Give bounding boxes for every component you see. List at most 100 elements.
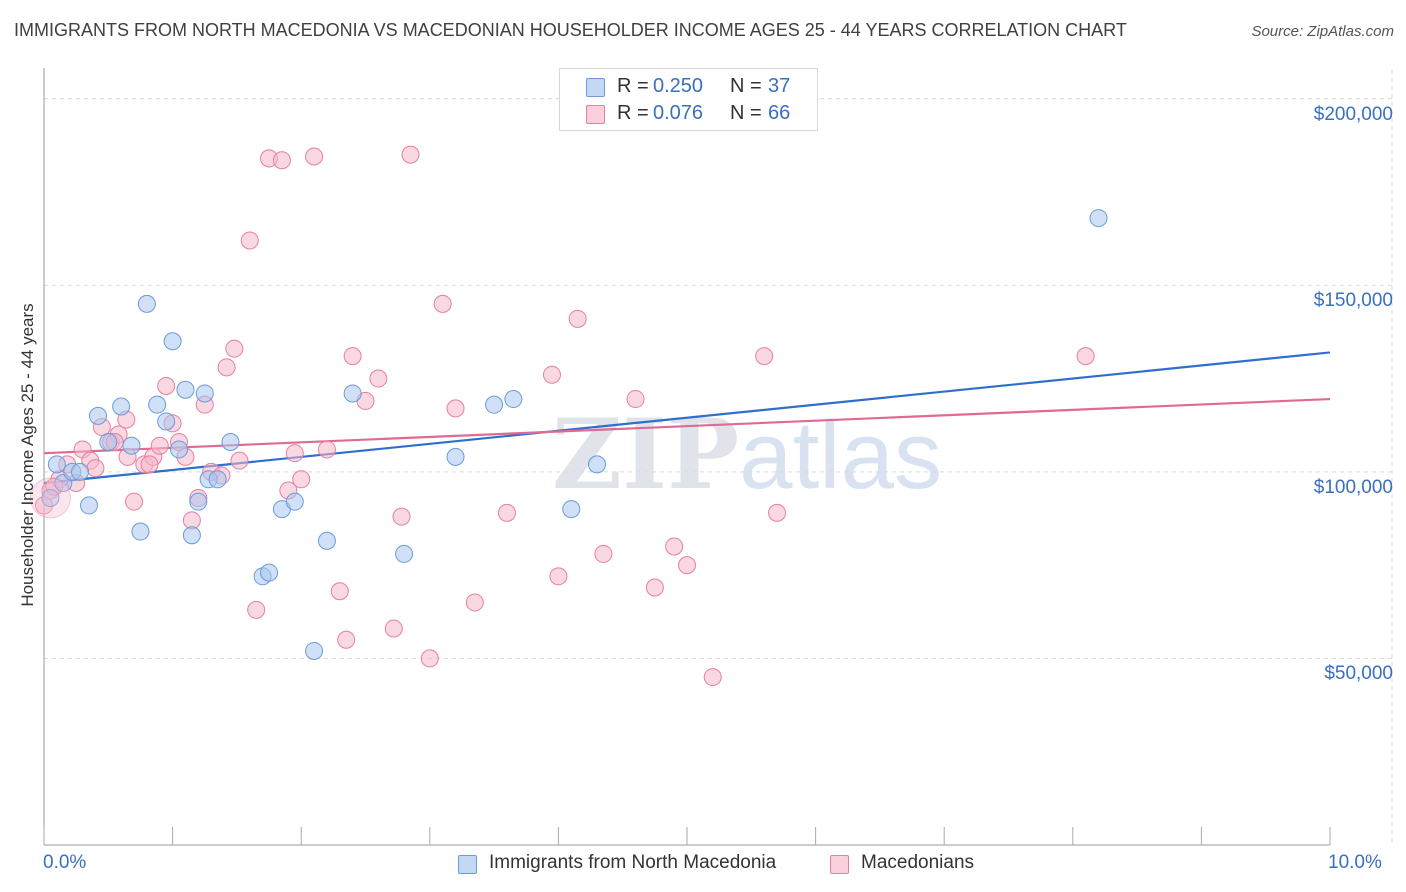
point-north-macedonia bbox=[182, 526, 201, 545]
y-tick-label: $100,000 bbox=[1313, 476, 1393, 498]
watermark: ZIPatlas bbox=[552, 398, 942, 511]
watermark-zip: ZIP bbox=[552, 398, 740, 511]
point-north-macedonia bbox=[221, 432, 240, 451]
point-north-macedonia bbox=[122, 436, 141, 455]
point-macedonians bbox=[626, 390, 645, 409]
point-macedonians bbox=[157, 377, 176, 395]
point-macedonians bbox=[497, 503, 516, 522]
point-macedonians bbox=[755, 347, 774, 366]
bottom-legend-label-series1: Immigrants from North Macedonia bbox=[489, 852, 777, 873]
point-macedonians bbox=[446, 399, 465, 418]
point-north-macedonia bbox=[170, 440, 189, 459]
point-macedonians bbox=[225, 339, 244, 358]
point-north-macedonia bbox=[131, 522, 150, 541]
legend-n-value: 66 bbox=[768, 102, 791, 124]
point-north-macedonia bbox=[112, 397, 131, 416]
legend-r-value: 0.250 bbox=[653, 75, 704, 97]
point-macedonians bbox=[678, 556, 696, 575]
point-macedonians bbox=[594, 544, 613, 563]
point-north-macedonia bbox=[395, 544, 414, 563]
point-macedonians bbox=[392, 507, 411, 526]
point-macedonians bbox=[272, 151, 291, 170]
legend-r-label: R = bbox=[617, 102, 649, 124]
point-macedonians bbox=[140, 455, 159, 474]
legend-r-value: 0.076 bbox=[653, 102, 704, 124]
point-macedonians bbox=[542, 365, 561, 384]
point-macedonians bbox=[1076, 347, 1095, 366]
chart-title: IMMIGRANTS FROM NORTH MACEDONIA VS MACED… bbox=[14, 20, 1127, 40]
point-macedonians bbox=[384, 619, 403, 638]
x-tick-label-max: 10.0% bbox=[1328, 852, 1382, 873]
point-macedonians bbox=[337, 630, 356, 649]
legend-swatch-pink bbox=[586, 105, 605, 124]
point-macedonians bbox=[305, 147, 324, 166]
point-macedonians bbox=[317, 440, 336, 459]
point-north-macedonia bbox=[504, 390, 523, 409]
point-north-macedonia bbox=[195, 384, 214, 403]
point-macedonians bbox=[665, 537, 684, 556]
point-north-macedonia bbox=[208, 470, 227, 489]
point-north-macedonia bbox=[317, 531, 336, 550]
point-north-macedonia bbox=[163, 332, 182, 351]
point-macedonians bbox=[568, 309, 587, 328]
point-north-macedonia bbox=[1089, 209, 1108, 228]
point-macedonians bbox=[292, 470, 311, 489]
point-cluster bbox=[29, 477, 71, 519]
point-north-macedonia bbox=[260, 563, 279, 582]
point-macedonians bbox=[285, 444, 304, 463]
point-macedonians bbox=[86, 459, 105, 478]
point-north-macedonia bbox=[41, 488, 60, 507]
point-north-macedonia bbox=[148, 395, 167, 414]
y-tick-label: $150,000 bbox=[1313, 290, 1393, 312]
y-tick-label: $50,000 bbox=[1324, 663, 1393, 685]
point-north-macedonia bbox=[71, 462, 90, 481]
point-north-macedonia bbox=[485, 395, 504, 414]
point-macedonians bbox=[247, 600, 266, 619]
bottom-legend-swatch-pink bbox=[830, 855, 849, 874]
source-label: Source: ZipAtlas.com bbox=[1251, 23, 1394, 40]
point-north-macedonia bbox=[343, 384, 362, 403]
legend: R = 0.250 N = 37 R = 0.076 N = 66 bbox=[559, 68, 818, 131]
point-macedonians bbox=[433, 294, 452, 313]
point-macedonians bbox=[465, 593, 484, 612]
point-macedonians bbox=[343, 347, 362, 366]
trendline-north-macedonia bbox=[43, 351, 1331, 485]
legend-n-label: N = bbox=[730, 75, 762, 97]
point-north-macedonia bbox=[305, 641, 324, 660]
point-macedonians bbox=[125, 492, 144, 511]
legend-r-label: R = bbox=[617, 75, 649, 97]
point-macedonians bbox=[330, 582, 349, 601]
point-north-macedonia bbox=[137, 294, 156, 313]
point-macedonians bbox=[150, 436, 169, 455]
point-north-macedonia bbox=[176, 380, 195, 399]
point-macedonians bbox=[645, 578, 664, 597]
legend-n-label: N = bbox=[730, 102, 762, 124]
point-macedonians bbox=[703, 668, 722, 687]
point-north-macedonia bbox=[99, 432, 118, 451]
y-tick-label: $200,000 bbox=[1313, 103, 1393, 125]
point-macedonians bbox=[240, 231, 259, 250]
point-north-macedonia bbox=[446, 447, 465, 466]
legend-swatch-blue bbox=[586, 78, 605, 97]
point-macedonians bbox=[768, 503, 787, 522]
point-macedonians bbox=[369, 369, 388, 388]
point-north-macedonia bbox=[157, 412, 176, 431]
bottom-legend-label-series2: Macedonians bbox=[861, 852, 975, 873]
bottom-legend-swatch-blue bbox=[458, 855, 477, 874]
point-north-macedonia bbox=[80, 496, 99, 515]
point-macedonians bbox=[401, 145, 420, 164]
point-macedonians bbox=[420, 649, 439, 668]
point-macedonians bbox=[230, 451, 249, 470]
y-axis-label: Householder Income Ages 25 - 44 years bbox=[18, 303, 37, 607]
point-north-macedonia bbox=[189, 492, 208, 511]
legend-n-value: 37 bbox=[768, 75, 791, 97]
point-north-macedonia bbox=[89, 406, 108, 425]
point-macedonians bbox=[217, 358, 236, 377]
point-north-macedonia bbox=[587, 455, 606, 474]
point-north-macedonia bbox=[47, 455, 66, 474]
point-north-macedonia bbox=[562, 500, 581, 519]
point-macedonians bbox=[549, 567, 568, 586]
x-tick-label-min: 0.0% bbox=[43, 852, 87, 873]
trendline-macedonians bbox=[43, 397, 1331, 455]
